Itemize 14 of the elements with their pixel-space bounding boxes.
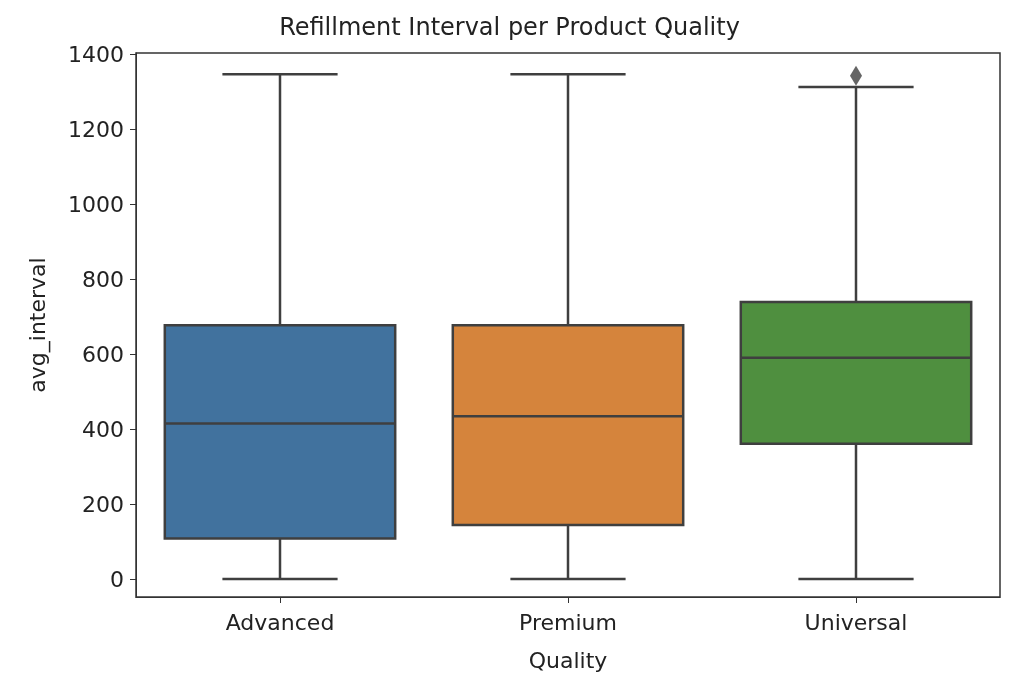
x-axis-title: Quality <box>528 647 608 673</box>
y-tick-label: 0 <box>110 566 124 592</box>
y-tick-label: 1200 <box>68 116 124 142</box>
y-tick-label: 1400 <box>68 41 124 67</box>
chart-title: Refillment Interval per Product Quality <box>279 13 740 41</box>
y-tick-label: 400 <box>82 416 124 442</box>
x-tick-label: Advanced <box>225 609 335 635</box>
y-tick-label: 200 <box>82 491 124 517</box>
y-axis-title: avg_interval <box>24 257 51 393</box>
x-tick-label: Premium <box>519 609 617 635</box>
y-tick-label: 600 <box>82 341 124 367</box>
y-tick-label: 800 <box>82 266 124 292</box>
x-tick-label: Universal <box>804 609 908 635</box>
y-tick-label: 1000 <box>68 191 124 217</box>
